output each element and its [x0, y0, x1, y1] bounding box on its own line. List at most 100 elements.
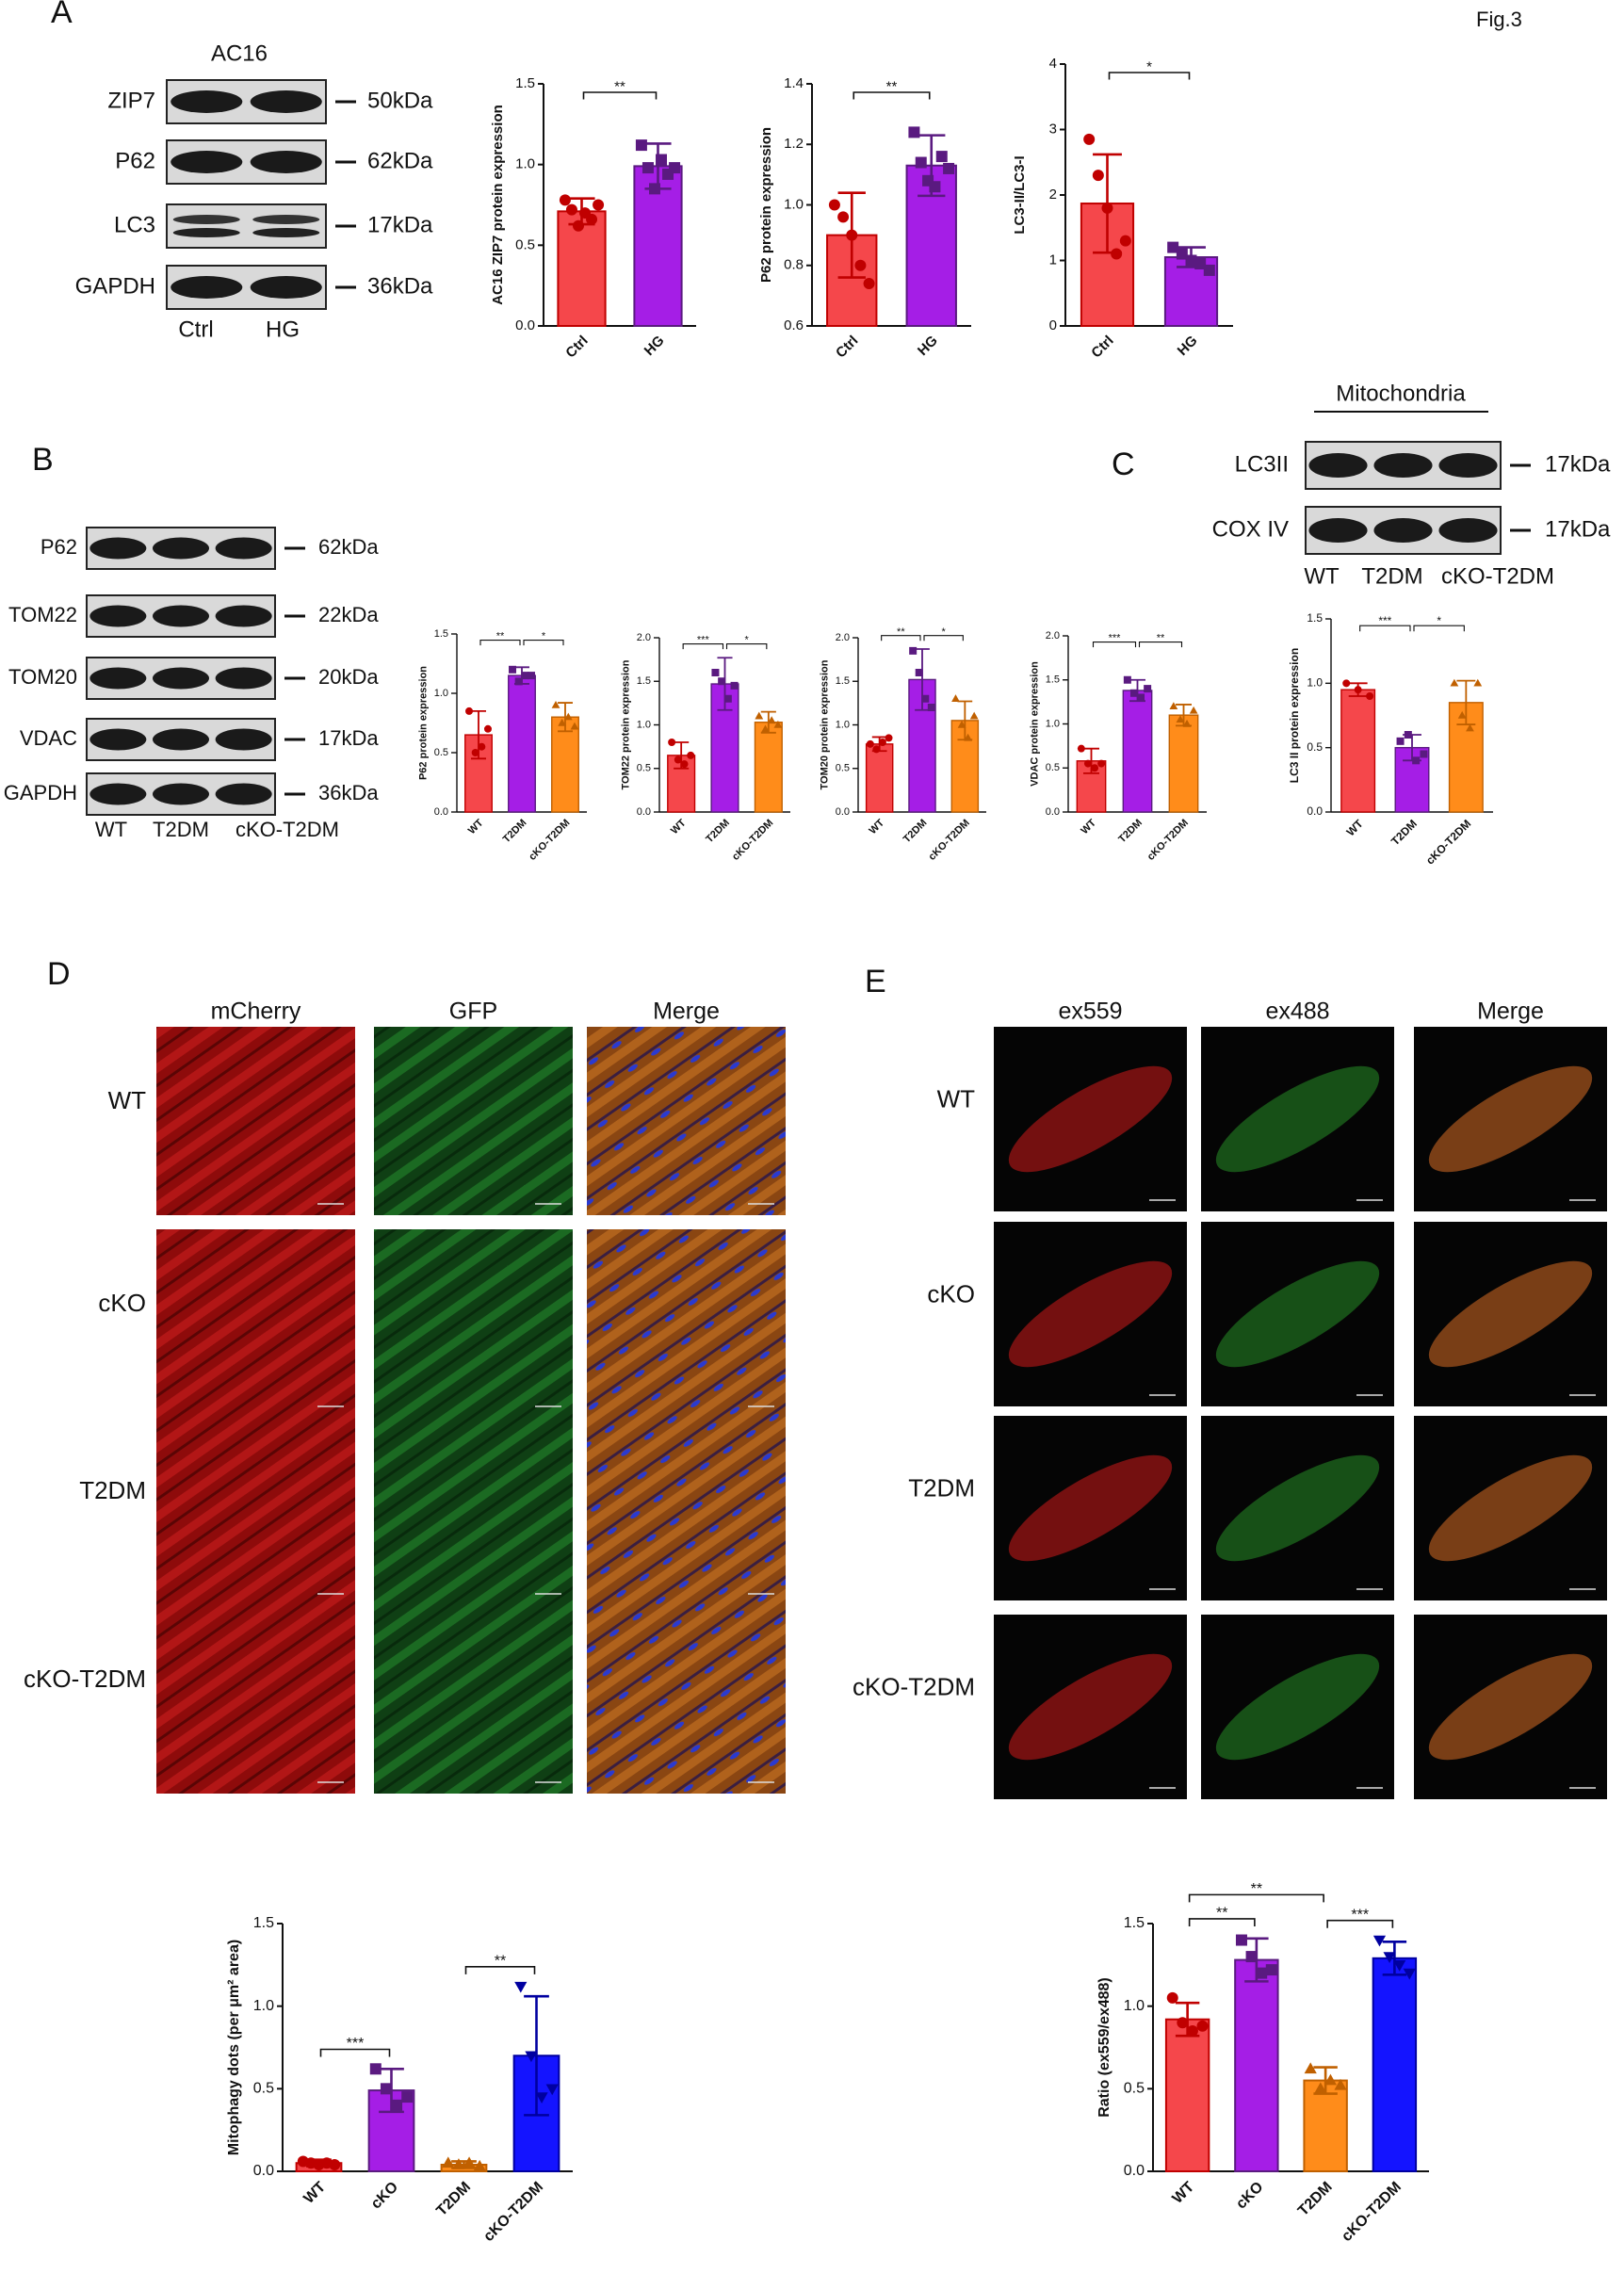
- data-point: [723, 694, 732, 703]
- data-point: [514, 1981, 528, 1993]
- data-point: [369, 2063, 382, 2075]
- data-point: [1097, 759, 1106, 768]
- panel-label: D: [47, 956, 71, 992]
- significance-bracket: [1188, 1893, 1324, 1903]
- y-tick-label: 1.2: [784, 136, 804, 152]
- data-point: [711, 669, 720, 676]
- data-point: [1176, 248, 1188, 260]
- micrograph: [587, 1229, 786, 1418]
- data-point: [927, 704, 935, 711]
- blot-band: [250, 151, 322, 173]
- data-point: [1466, 723, 1474, 732]
- significance-bracket: [682, 643, 724, 650]
- y-tick-label: 1.5: [1307, 611, 1323, 625]
- y-tick-label: 1.0: [1046, 718, 1060, 729]
- significance-bracket: [1188, 1918, 1256, 1926]
- blot-band: [171, 90, 243, 113]
- data-point: [565, 203, 577, 216]
- data-point: [509, 665, 517, 674]
- size-label: 36kDa: [367, 273, 433, 299]
- significance-bracket: [881, 635, 921, 642]
- significance-bracket: [523, 640, 564, 646]
- x-tick-label: Ctrl: [562, 333, 591, 361]
- data-point: [921, 694, 930, 703]
- significance-bracket: [582, 91, 658, 100]
- blot-band: [153, 605, 209, 627]
- figure-label: Fig.3: [1476, 8, 1522, 31]
- micrograph: [156, 1027, 355, 1215]
- data-point: [1342, 679, 1351, 688]
- y-tick-label: 0.5: [434, 747, 448, 758]
- micrograph: [587, 1417, 786, 1605]
- x-tick-label: T2DM: [901, 818, 930, 846]
- y-tick-label: 0.5: [637, 763, 651, 774]
- lane-label: WT: [1304, 563, 1340, 589]
- cell: [1008, 1260, 1173, 1368]
- cell: [1008, 1454, 1173, 1562]
- blot-row-label: GAPDH: [75, 273, 155, 299]
- data-point: [908, 126, 920, 138]
- y-tick-label: 0.8: [784, 257, 804, 273]
- data-point: [656, 154, 668, 166]
- data-point: [1092, 170, 1104, 182]
- panel-label: C: [1112, 447, 1135, 482]
- bar: [1164, 2018, 1210, 2173]
- y-tick-label: 0.5: [1046, 762, 1060, 773]
- micrograph: [156, 1417, 355, 1605]
- cell: [1215, 1260, 1380, 1368]
- size-label: 17kDa: [318, 726, 379, 750]
- blot-row-label: P62: [115, 148, 155, 173]
- data-point: [572, 219, 584, 232]
- data-point: [527, 672, 535, 680]
- data-point: [1196, 2020, 1209, 2032]
- blot-band: [215, 537, 272, 560]
- significance-label: **: [495, 1953, 506, 1969]
- blot-band: [1373, 453, 1433, 478]
- significance-label: ***: [1378, 614, 1391, 627]
- blot-row-label: TOM20: [8, 665, 77, 689]
- data-point: [872, 745, 881, 754]
- data-point: [1185, 254, 1197, 267]
- y-tick-label: 0.5: [836, 763, 850, 774]
- y-tick-label: 0.0: [434, 806, 448, 818]
- blot-band: [171, 151, 243, 173]
- x-tick-label: T2DM: [501, 818, 529, 846]
- x-tick-label: cKO: [368, 2179, 401, 2212]
- y-tick-label: 0.0: [1046, 806, 1060, 818]
- y-axis-label: LC3 II protein expression: [1288, 648, 1301, 783]
- column-header: mCherry: [211, 999, 301, 1025]
- column-header: ex488: [1265, 999, 1329, 1025]
- blot-band: [215, 728, 272, 751]
- data-point: [525, 2051, 538, 2063]
- y-tick-label: 0.0: [637, 806, 651, 818]
- row-label: T2DM: [79, 1476, 146, 1504]
- blot-band: [215, 605, 272, 627]
- significance-bracket: [319, 2048, 391, 2057]
- data-point: [551, 701, 560, 708]
- data-point: [1396, 737, 1405, 745]
- bar: [754, 722, 783, 813]
- data-point: [1123, 675, 1131, 684]
- data-point: [943, 162, 955, 174]
- lane-label: HG: [266, 317, 300, 342]
- micrograph: [156, 1229, 355, 1418]
- data-point: [558, 718, 567, 726]
- size-label: 20kDa: [318, 665, 379, 689]
- y-tick-label: 1.0: [434, 688, 448, 699]
- data-point: [1256, 1967, 1268, 1979]
- y-tick-label: 1.5: [1046, 674, 1060, 686]
- data-point: [964, 733, 973, 741]
- data-point: [570, 722, 579, 730]
- micrograph: [374, 1027, 573, 1215]
- significance-label: **: [614, 79, 625, 95]
- data-point: [915, 669, 923, 676]
- significance-label: **: [496, 631, 505, 642]
- column-header: Merge: [653, 999, 720, 1025]
- y-tick-label: 0.5: [253, 2081, 274, 2097]
- x-tick-label: HG: [1175, 333, 1201, 359]
- y-axis-label: LC3-II/LC3-I: [1012, 155, 1028, 234]
- micrograph: [374, 1605, 573, 1794]
- lane-label: WT: [95, 818, 127, 841]
- data-point: [1111, 248, 1123, 260]
- data-point: [635, 139, 647, 152]
